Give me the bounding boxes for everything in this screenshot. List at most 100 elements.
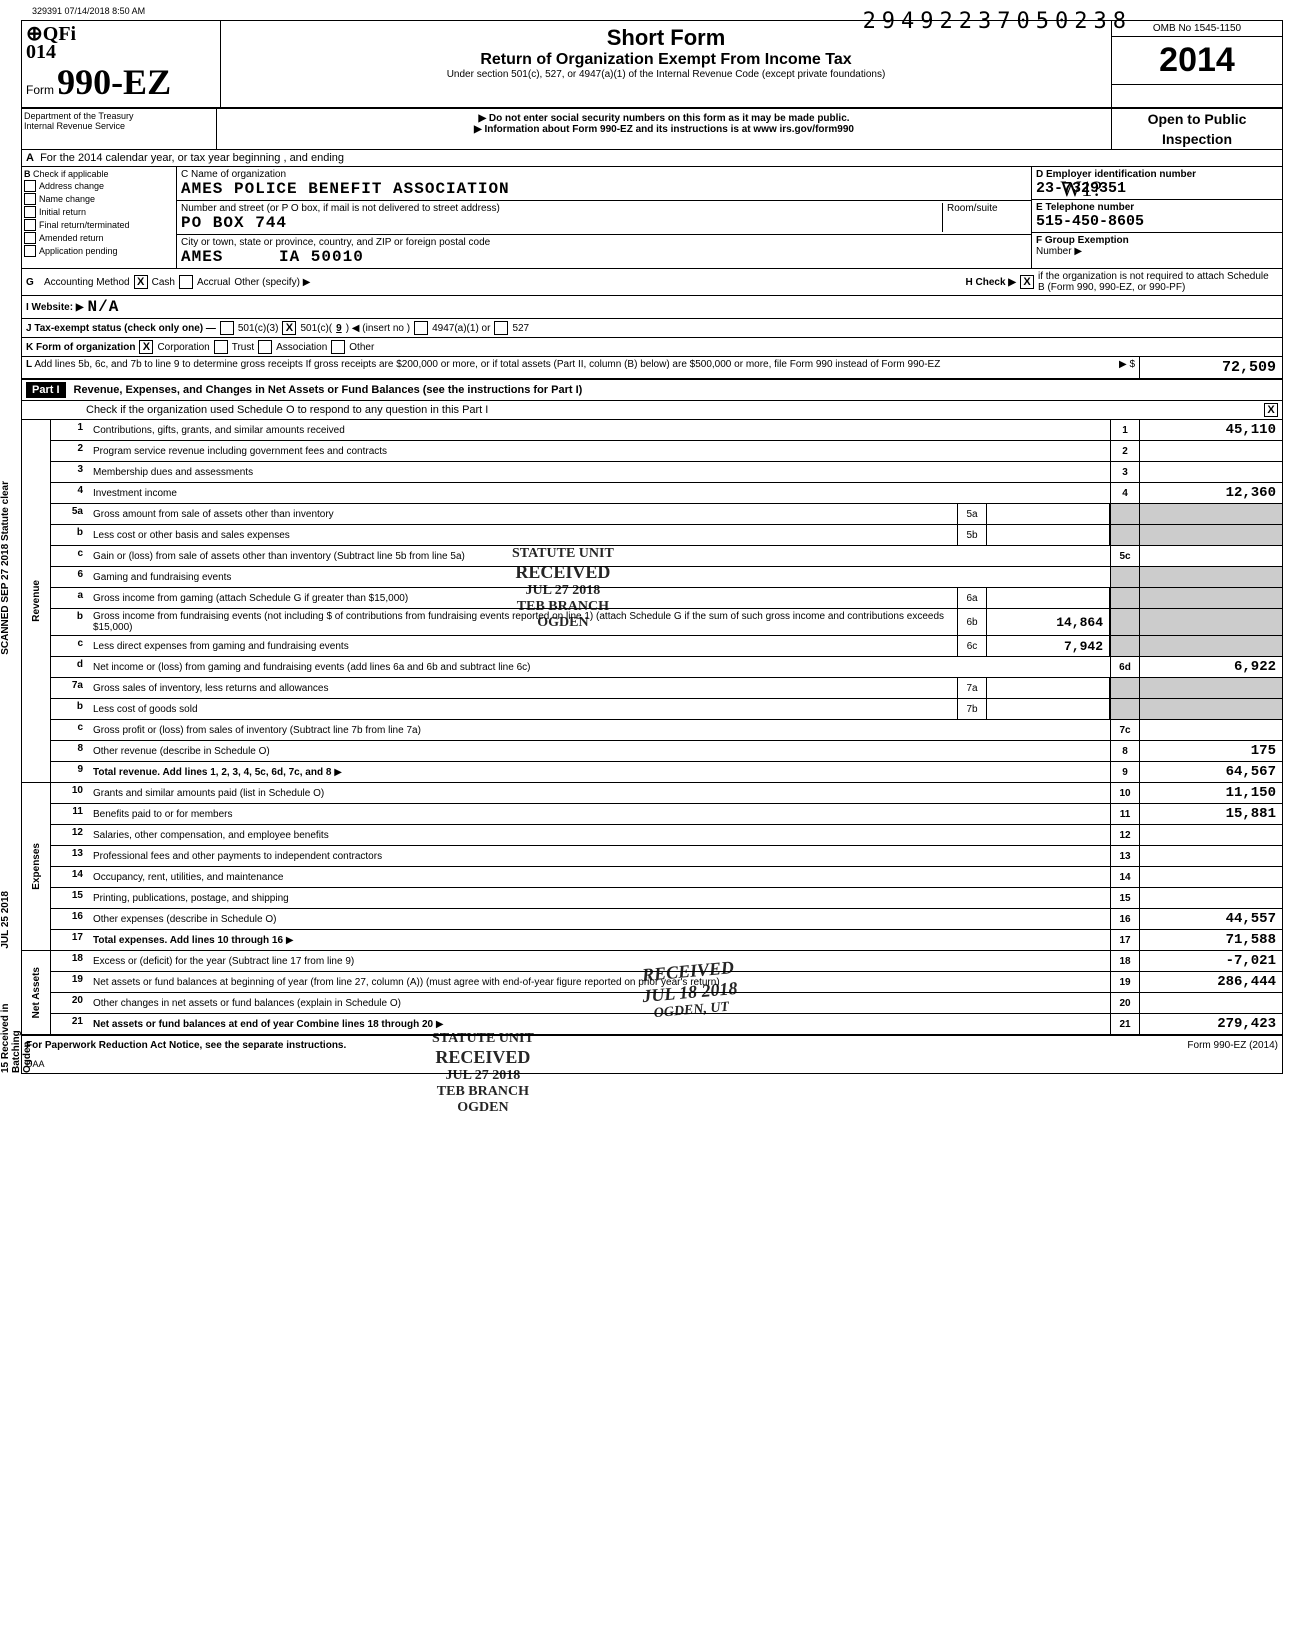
opt-accrual: Accrual — [197, 277, 230, 288]
chk-527[interactable] — [494, 321, 508, 335]
chk-assoc[interactable] — [258, 340, 272, 354]
line-desc: Grants and similar amounts paid (list in… — [89, 783, 1110, 803]
line-18: 18Excess or (deficit) for the year (Subt… — [51, 951, 1282, 972]
chk-4947[interactable] — [414, 321, 428, 335]
opt-527: 527 — [512, 323, 529, 334]
room-suite: Room/suite — [942, 203, 1027, 232]
line-subamt — [987, 525, 1110, 545]
chk-name[interactable] — [24, 193, 36, 205]
line-subkey: 6a — [957, 588, 987, 608]
line-no: 11 — [51, 804, 89, 824]
line-desc: Printing, publications, postage, and shi… — [89, 888, 1110, 908]
line-desc: Gaming and fundraising events — [89, 567, 1110, 587]
row-f: F Group Exemption Number ▶ — [1032, 233, 1282, 259]
line-no: 5a — [51, 504, 89, 524]
omb-number: OMB No 1545-1150 — [1112, 21, 1282, 37]
expenses-section: Expenses 10Grants and similar amounts pa… — [22, 783, 1282, 951]
city-value: AMES — [181, 248, 223, 266]
line-no: 19 — [51, 972, 89, 992]
line-amt: 6,922 — [1139, 657, 1282, 677]
line-key: 17 — [1110, 930, 1139, 950]
vert-received: 15 Received in Batching Ogden — [0, 1001, 33, 1073]
line-desc: Net assets or fund balances at beginning… — [89, 972, 1110, 992]
form-990ez-page: 329391 07/14/2018 8:50 AM 29492237050238… — [21, 20, 1283, 1074]
line-amt: 71,588 — [1139, 930, 1282, 950]
row-a-text: For the 2014 calendar year, or tax year … — [40, 152, 344, 164]
line-amt: 12,360 — [1139, 483, 1282, 503]
line-amt — [1139, 609, 1282, 635]
opt-initial: Initial return — [39, 207, 86, 217]
line-desc: Gross sales of inventory, less returns a… — [89, 678, 957, 698]
page-footer: For Paperwork Reduction Act Notice, see … — [22, 1036, 1282, 1055]
line-key — [1110, 699, 1139, 719]
line-subkey: 6c — [957, 636, 987, 656]
stamp3-l5: OGDEN — [432, 1100, 534, 1116]
chk-accrual[interactable] — [179, 275, 193, 289]
chk-schedule-o[interactable]: X — [1264, 403, 1278, 417]
vert-scanned: SCANNED SEP 27 2018 Statute clear — [0, 481, 11, 655]
line-amt — [1139, 867, 1282, 887]
label-e: E Telephone number — [1036, 202, 1134, 213]
line-subamt — [987, 678, 1110, 698]
chk-final[interactable] — [24, 219, 36, 231]
stamp3-l4: TEB BRANCH — [432, 1084, 534, 1100]
line-desc: Gross amount from sale of assets other t… — [89, 504, 957, 524]
row-l: L Add lines 5b, 6c, and 7b to line 9 to … — [22, 357, 1282, 380]
row-gh: G G Accounting Method Accounting Method … — [22, 269, 1282, 296]
line-no: 21 — [51, 1014, 89, 1034]
chk-h[interactable]: X — [1020, 275, 1034, 289]
line-no: 14 — [51, 867, 89, 887]
line-amt — [1139, 678, 1282, 698]
chk-501c3[interactable] — [220, 321, 234, 335]
part1-sub: Check if the organization used Schedule … — [86, 404, 1264, 416]
line-desc: Other revenue (describe in Schedule O) — [89, 741, 1110, 761]
line-no: 13 — [51, 846, 89, 866]
part1-sub-row: Check if the organization used Schedule … — [22, 401, 1282, 420]
line-7a: 7aGross sales of inventory, less returns… — [51, 678, 1282, 699]
chk-trust[interactable] — [214, 340, 228, 354]
chk-address[interactable] — [24, 180, 36, 192]
chk-other-org[interactable] — [331, 340, 345, 354]
line-no: 15 — [51, 888, 89, 908]
line-no: b — [51, 699, 89, 719]
row-k: K Form of organization XCorporation Trus… — [22, 338, 1282, 357]
line-16: 16Other expenses (describe in Schedule O… — [51, 909, 1282, 930]
chk-cash[interactable]: X — [134, 275, 148, 289]
chk-initial[interactable] — [24, 206, 36, 218]
line-amt: 45,110 — [1139, 420, 1282, 440]
opt-final: Final return/terminated — [39, 220, 130, 230]
line-no: 16 — [51, 909, 89, 929]
line-no: 4 — [51, 483, 89, 503]
line-key: 1 — [1110, 420, 1139, 440]
line-key: 10 — [1110, 783, 1139, 803]
line-amt — [1139, 504, 1282, 524]
opt-other: Other (specify) ▶ — [234, 277, 310, 288]
chk-501c[interactable]: X — [282, 321, 296, 335]
open-to-public: Open to Public — [1112, 109, 1282, 129]
row-j: J Tax-exempt status (check only one) — 5… — [22, 319, 1282, 338]
label-k: K Form of organization — [26, 342, 135, 353]
line-subkey: 6b — [957, 609, 987, 635]
label-i: I Website: ▶ — [26, 302, 84, 313]
chk-amended[interactable] — [24, 232, 36, 244]
line-key — [1110, 525, 1139, 545]
line-desc: Occupancy, rent, utilities, and maintena… — [89, 867, 1110, 887]
chk-pending[interactable] — [24, 245, 36, 257]
line-desc: Total revenue. Add lines 1, 2, 3, 4, 5c,… — [89, 762, 1110, 782]
chk-corp[interactable]: X — [139, 340, 153, 354]
form-number-cell: ⊕QFi 014 Form 990-EZ — [22, 21, 221, 107]
line-key: 8 — [1110, 741, 1139, 761]
line-desc: Net income or (loss) from gaming and fun… — [89, 657, 1110, 677]
opt-501c: 501(c)( — [300, 323, 332, 334]
line-no: 10 — [51, 783, 89, 803]
line-c: cGain or (loss) from sale of assets othe… — [51, 546, 1282, 567]
opt-4947: 4947(a)(1) or — [432, 323, 490, 334]
line-no: 12 — [51, 825, 89, 845]
title-cell: Short Form Return of Organization Exempt… — [221, 21, 1111, 107]
line-no: c — [51, 720, 89, 740]
line-no: d — [51, 657, 89, 677]
warn-info: ▶ Information about Form 990-EZ and its … — [221, 124, 1107, 135]
line-subkey: 5b — [957, 525, 987, 545]
line-no: b — [51, 525, 89, 545]
line-15: 15Printing, publications, postage, and s… — [51, 888, 1282, 909]
